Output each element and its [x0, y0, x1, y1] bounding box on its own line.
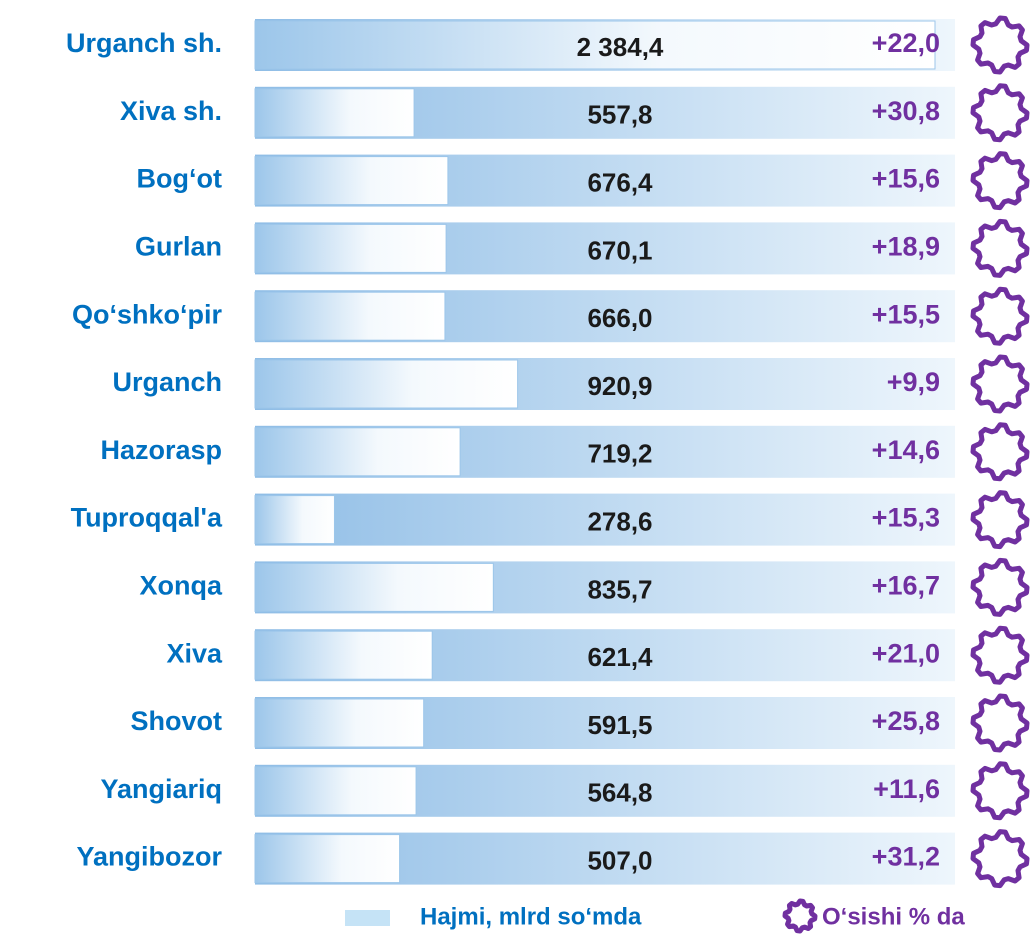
growth-label: +31,2: [872, 842, 940, 872]
category-label: Urganch: [112, 367, 222, 397]
category-label: Gurlan: [135, 232, 222, 262]
bar: [254, 359, 519, 409]
bar: [254, 630, 433, 680]
category-label: Tuproqqal'a: [71, 503, 223, 533]
gear-icon: [970, 15, 1030, 75]
value-label: 621,4: [587, 642, 653, 672]
growth-label: +30,8: [872, 96, 940, 126]
category-label: Hazorasp: [100, 435, 222, 465]
value-label: 2 384,4: [577, 32, 664, 62]
growth-label: +16,7: [872, 571, 940, 601]
growth-label: +25,8: [872, 706, 940, 736]
category-label: Xiva: [166, 638, 223, 668]
legend-gear: [782, 898, 818, 934]
growth-label: +14,6: [872, 435, 940, 465]
category-label: Xonqa: [139, 571, 222, 601]
growth-label: +15,6: [872, 164, 940, 194]
category-label: Yangiariq: [100, 774, 222, 804]
gear-icon: [970, 625, 1030, 685]
gear-icon: [970, 761, 1030, 821]
growth-label: +15,5: [872, 299, 940, 329]
bar: [254, 291, 446, 341]
growth-label: +11,6: [873, 774, 940, 804]
bar: [254, 562, 494, 612]
bar: [254, 427, 461, 477]
category-label: Qo‘shko‘pir: [72, 299, 223, 329]
value-label: 557,8: [587, 100, 652, 130]
growth-label: +15,3: [872, 503, 940, 533]
category-label: Xiva sh.: [120, 96, 222, 126]
legend-label: O‘sishi % da: [822, 903, 965, 930]
value-label: 835,7: [587, 574, 652, 604]
value-label: 920,9: [587, 371, 652, 401]
legend-label: Hajmi, mlrd so‘mda: [420, 903, 642, 930]
legend-swatch: [345, 910, 390, 926]
value-label: 564,8: [587, 778, 652, 808]
bar: [254, 88, 415, 138]
gear-icon: [970, 286, 1030, 346]
bar: [254, 20, 936, 70]
value-label: 676,4: [587, 167, 653, 197]
gear-icon: [970, 490, 1030, 550]
value-label: 278,6: [587, 506, 652, 536]
value-label: 719,2: [587, 439, 652, 469]
category-label: Urganch sh.: [66, 28, 222, 58]
row-band: [255, 493, 955, 546]
growth-label: +9,9: [887, 367, 940, 397]
gear-icon: [970, 218, 1030, 278]
category-label: Yangibozor: [76, 842, 222, 872]
gear-icon: [970, 557, 1030, 617]
value-label: 670,1: [587, 235, 652, 265]
growth-label: +22,0: [872, 28, 940, 58]
value-label: 507,0: [587, 845, 652, 875]
bar: [254, 223, 447, 273]
bar: [254, 156, 449, 206]
gear-icon: [970, 83, 1030, 143]
gear-icon: [970, 829, 1030, 889]
growth-label: +21,0: [872, 638, 940, 668]
bar: [254, 834, 401, 884]
bar: [254, 698, 425, 748]
gear-icon: [970, 422, 1030, 482]
bar: [254, 495, 335, 545]
gear-icon: [970, 354, 1030, 414]
gear-icon: [970, 151, 1030, 211]
value-label: 591,5: [587, 710, 652, 740]
bar: [254, 766, 417, 816]
value-label: 666,0: [587, 303, 652, 333]
gear-icon: [970, 693, 1030, 753]
category-label: Shovot: [131, 706, 223, 736]
growth-label: +18,9: [872, 232, 940, 262]
category-label: Bog‘ot: [137, 164, 222, 194]
